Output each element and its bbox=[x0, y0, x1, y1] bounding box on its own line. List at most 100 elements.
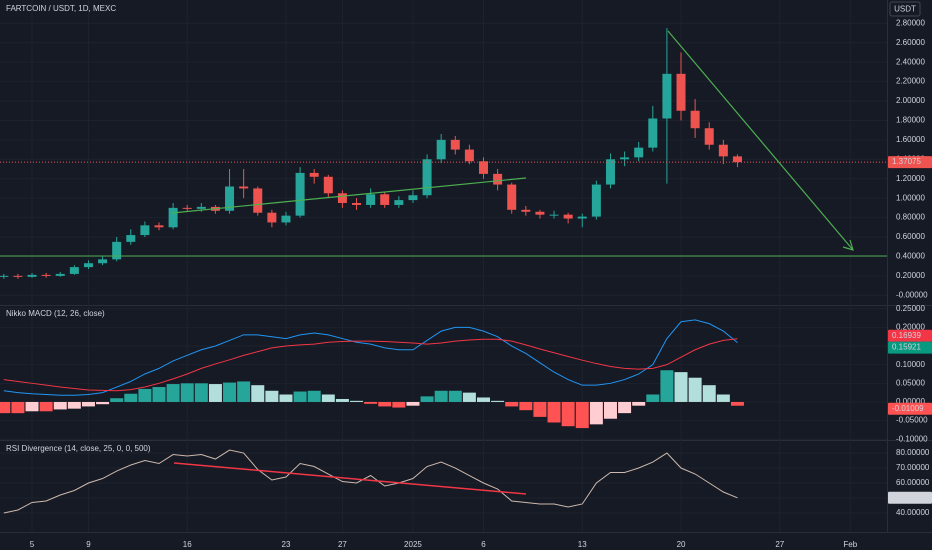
y-tick-label: 2.80000 bbox=[896, 18, 925, 27]
candle-body bbox=[337, 193, 347, 204]
candle-body bbox=[591, 184, 601, 217]
last-value-box bbox=[888, 156, 932, 169]
candle-body bbox=[140, 225, 150, 236]
y-tick-label: 2.00000 bbox=[896, 96, 925, 105]
histogram-bar bbox=[702, 385, 716, 402]
histogram-bar bbox=[166, 384, 180, 402]
histogram-bar bbox=[110, 398, 124, 402]
rsi-line bbox=[3, 449, 738, 514]
histogram-bar bbox=[11, 401, 25, 414]
histogram-bar bbox=[265, 390, 279, 402]
candle-body bbox=[323, 176, 333, 194]
candle-body bbox=[281, 215, 291, 223]
histogram-bar bbox=[589, 401, 603, 425]
arrow-line bbox=[667, 30, 854, 251]
histogram-bar bbox=[716, 394, 730, 402]
candle-body bbox=[196, 206, 206, 209]
candle-body bbox=[98, 259, 108, 264]
y-tick-label: 80.00000 bbox=[896, 448, 930, 457]
last-value-label: 0.15921 bbox=[892, 343, 921, 352]
y-tick-label: 2.60000 bbox=[896, 38, 925, 47]
y-tick-label: -0.05000 bbox=[896, 416, 928, 425]
histogram-bar bbox=[674, 372, 688, 402]
candle-body bbox=[267, 212, 277, 223]
candle-body bbox=[563, 214, 573, 219]
x-tick-label: 20 bbox=[677, 540, 686, 549]
candle-body bbox=[69, 267, 79, 274]
candle-body bbox=[676, 73, 686, 111]
candle-body bbox=[126, 235, 136, 242]
candle-body bbox=[478, 161, 488, 174]
y-tick-label: 0.40000 bbox=[896, 252, 925, 261]
rsi-title: RSI Divergence (14, close, 25, 0, 0, 500… bbox=[6, 444, 151, 453]
candle-body bbox=[83, 263, 93, 268]
x-tick-label: 23 bbox=[282, 540, 291, 549]
candle-body bbox=[535, 211, 545, 215]
histogram-bar bbox=[420, 396, 434, 402]
histogram-bar bbox=[533, 401, 547, 417]
candle-body bbox=[620, 157, 630, 160]
candle-body bbox=[0, 275, 9, 277]
candle-body bbox=[253, 188, 263, 213]
last-value-box bbox=[888, 402, 932, 415]
candle-body bbox=[662, 73, 672, 119]
chart-title: FARTCOIN / USDT, 1D, MEXC bbox=[6, 4, 116, 13]
histogram-bar bbox=[547, 401, 561, 423]
y-tick-label: -0.00000 bbox=[896, 290, 928, 299]
y-tick-label: 1.20000 bbox=[896, 174, 925, 183]
histogram-bar bbox=[406, 401, 420, 406]
last-value-label: 50.14070 bbox=[892, 493, 926, 502]
candle-body bbox=[168, 207, 178, 228]
macd-title: Nikko MACD (12, 26, close) bbox=[6, 309, 105, 318]
y-tick-label: 0.80000 bbox=[896, 213, 925, 222]
histogram-bar bbox=[293, 391, 307, 402]
histogram-bar bbox=[39, 401, 53, 412]
x-tick-label: 16 bbox=[183, 540, 192, 549]
histogram-bar bbox=[392, 401, 406, 408]
histogram-bar bbox=[434, 390, 448, 402]
y-tick-label: 40.00000 bbox=[896, 508, 930, 517]
y-tick-label: 0.20000 bbox=[896, 271, 925, 280]
candle-body bbox=[408, 195, 418, 201]
last-value-box bbox=[888, 491, 932, 504]
histogram-bar bbox=[660, 370, 674, 402]
candle-body bbox=[295, 172, 305, 216]
x-tick-label: 27 bbox=[338, 540, 347, 549]
histogram-bar bbox=[730, 401, 744, 406]
candle-body bbox=[239, 186, 249, 189]
candle-body bbox=[718, 144, 728, 157]
last-value-label: 0.16939 bbox=[892, 331, 921, 340]
candle-body bbox=[13, 275, 23, 277]
histogram-bar bbox=[53, 401, 67, 410]
histogram-bar bbox=[208, 384, 222, 402]
histogram-bar bbox=[505, 401, 519, 407]
histogram-bar bbox=[180, 383, 194, 402]
last-value-labels: 1.37075 0.16939 0.15921 -0.01009 50.14070 bbox=[888, 156, 932, 504]
histogram-bar bbox=[81, 401, 95, 407]
currency-badge[interactable] bbox=[889, 1, 921, 17]
x-tick-label: 6 bbox=[481, 540, 486, 549]
histogram-bar bbox=[646, 394, 660, 402]
currency-label: USDT bbox=[894, 5, 916, 14]
histogram-bar bbox=[194, 383, 208, 402]
last-value-box bbox=[888, 329, 932, 342]
candle-body bbox=[732, 156, 742, 163]
x-tick-label: 5 bbox=[30, 540, 35, 549]
y-tick-label: 0.60000 bbox=[896, 232, 925, 241]
histogram-bar bbox=[448, 390, 462, 402]
histogram-bar bbox=[279, 394, 293, 402]
histogram-bar bbox=[688, 377, 702, 402]
y-tick-label: 0.20000 bbox=[896, 322, 925, 331]
candle-body bbox=[464, 149, 474, 162]
y-tick-label: -0.10000 bbox=[896, 434, 928, 443]
candle-body bbox=[493, 173, 503, 185]
candle-body bbox=[182, 207, 192, 209]
candle-body bbox=[422, 159, 432, 196]
histogram-bar bbox=[603, 401, 617, 419]
y-tick-label: 2.20000 bbox=[896, 77, 925, 86]
candle-body bbox=[225, 186, 235, 211]
histogram-bar bbox=[96, 401, 110, 405]
candle-body bbox=[27, 274, 37, 277]
y-tick-label: 0.00000 bbox=[896, 397, 925, 406]
